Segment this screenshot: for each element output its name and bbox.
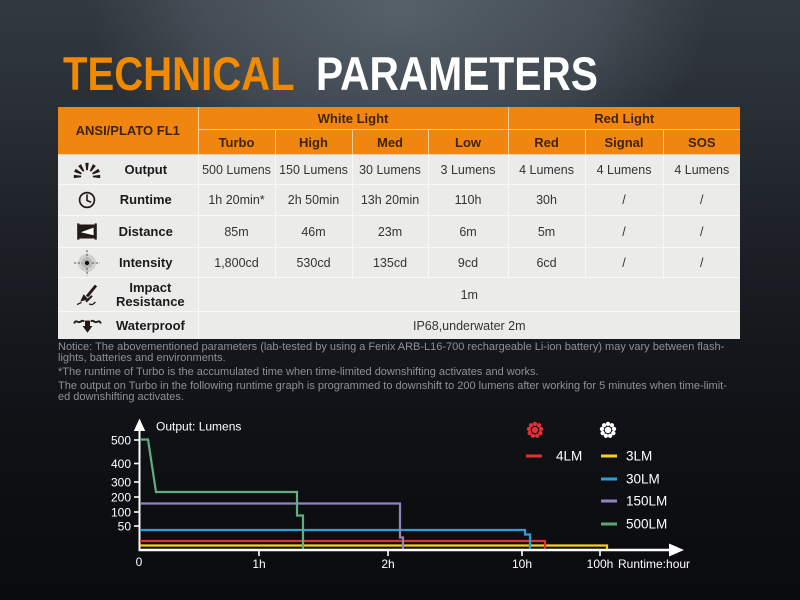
svg-text:150LM: 150LM [626,494,667,509]
svg-text:2h: 2h [381,557,394,571]
svg-text:100h: 100h [587,557,614,571]
svg-text:50: 50 [118,520,132,534]
svg-text:0: 0 [136,555,143,569]
svg-text:Output: Lumens: Output: Lumens [156,420,241,434]
svg-text:10h: 10h [512,557,532,571]
svg-text:300: 300 [111,476,131,490]
svg-text:400: 400 [111,457,131,471]
svg-text:100: 100 [111,506,131,520]
svg-text:200: 200 [111,491,131,505]
svg-text:1h: 1h [252,557,265,571]
svg-text:500: 500 [111,434,131,448]
svg-text:3LM: 3LM [626,449,652,464]
svg-text:4LM: 4LM [556,449,582,464]
svg-text:500LM: 500LM [626,517,667,532]
svg-text:Runtime:hour: Runtime:hour [618,557,690,571]
svg-text:30LM: 30LM [626,472,660,487]
